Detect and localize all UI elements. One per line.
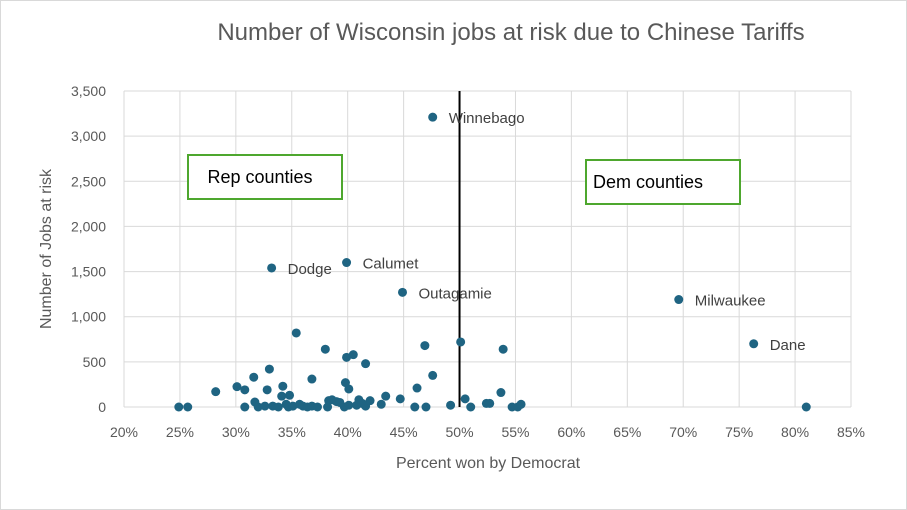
x-tick-label: 75% xyxy=(725,424,753,440)
x-tick-label: 55% xyxy=(501,424,529,440)
data-point xyxy=(262,385,272,395)
gridlines xyxy=(123,90,852,408)
data-point xyxy=(395,394,405,404)
data-point xyxy=(376,399,386,409)
data-point xyxy=(485,398,495,408)
x-axis-title: Percent won by Democrat xyxy=(396,455,581,472)
x-tick-label: 45% xyxy=(390,424,418,440)
point-labels: Winnebago Calumet Dodge Outagamie Milwaukee D… xyxy=(288,110,806,354)
x-tick-label: 25% xyxy=(166,424,194,440)
data-point xyxy=(273,402,283,412)
data-point xyxy=(232,382,242,392)
y-tick-label: 3,500 xyxy=(71,83,106,99)
data-point xyxy=(446,400,456,410)
y-tick-label: 1,500 xyxy=(71,264,106,280)
data-point xyxy=(312,402,322,412)
data-point xyxy=(264,364,274,374)
data-point-outagamie xyxy=(397,287,407,297)
data-point xyxy=(410,402,420,412)
data-point-winnebago xyxy=(428,112,438,122)
x-tick-label: 20% xyxy=(110,424,138,440)
data-point xyxy=(801,402,811,412)
data-point xyxy=(211,387,221,397)
data-point xyxy=(174,402,184,412)
point-label-dodge: Dodge xyxy=(288,261,332,278)
x-tick-label: 40% xyxy=(334,424,362,440)
x-tick-label: 30% xyxy=(222,424,250,440)
data-point-calumet xyxy=(342,258,352,268)
data-point xyxy=(381,391,391,401)
tick-labels: 0 500 1,000 1,500 2,000 2,500 3,000 3,500 20% 25%… xyxy=(71,83,865,440)
data-point xyxy=(249,372,259,382)
point-label-calumet: Calumet xyxy=(363,256,420,273)
x-tick-label: 60% xyxy=(557,424,585,440)
y-tick-label: 2,000 xyxy=(71,218,106,234)
y-axis-title: Number of Jobs at risk xyxy=(38,168,55,329)
data-point xyxy=(460,394,470,404)
data-point xyxy=(348,350,358,360)
point-label-dane: Dane xyxy=(770,337,806,354)
point-label-winnebago: Winnebago xyxy=(449,110,525,127)
x-tick-label: 50% xyxy=(446,424,474,440)
data-point xyxy=(456,337,466,347)
data-point-dodge xyxy=(267,263,277,273)
data-point-milwaukee xyxy=(674,295,684,305)
data-point xyxy=(466,402,476,412)
point-label-outagamie: Outagamie xyxy=(418,285,491,302)
dem-counties-box: Dem counties xyxy=(585,159,741,205)
rep-counties-label: Rep counties xyxy=(207,167,312,187)
data-point xyxy=(278,381,288,391)
y-tick-label: 0 xyxy=(98,399,106,415)
data-point xyxy=(421,402,431,412)
data-point xyxy=(260,401,270,411)
data-point xyxy=(516,399,526,409)
data-point xyxy=(277,391,287,401)
data-point xyxy=(307,374,317,384)
data-point xyxy=(344,384,354,394)
x-tick-label: 65% xyxy=(613,424,641,440)
chart-title: Number of Wisconsin jobs at risk due to … xyxy=(217,19,804,46)
data-point xyxy=(365,396,375,406)
y-tick-label: 3,000 xyxy=(71,128,106,144)
data-point xyxy=(183,402,193,412)
data-point xyxy=(240,385,250,395)
point-label-milwaukee: Milwaukee xyxy=(695,293,766,310)
y-tick-label: 500 xyxy=(83,354,107,370)
data-point xyxy=(428,370,438,380)
dem-counties-label: Dem counties xyxy=(593,172,703,192)
data-point xyxy=(320,344,330,354)
data-point xyxy=(361,359,371,369)
x-tick-label: 70% xyxy=(669,424,697,440)
data-point xyxy=(240,402,250,412)
data-point xyxy=(498,344,508,354)
data-point xyxy=(496,388,506,398)
rep-counties-box: Rep counties xyxy=(187,154,343,200)
data-points xyxy=(174,112,811,412)
x-tick-label: 85% xyxy=(837,424,865,440)
data-point xyxy=(420,341,430,351)
data-point xyxy=(412,383,422,393)
data-point xyxy=(285,390,295,400)
data-point xyxy=(291,328,301,338)
data-point xyxy=(253,402,263,412)
y-tick-label: 1,000 xyxy=(71,309,106,325)
y-tick-label: 2,500 xyxy=(71,173,106,189)
x-tick-label: 80% xyxy=(781,424,809,440)
data-point xyxy=(344,400,354,410)
x-tick-label: 35% xyxy=(278,424,306,440)
data-point-dane xyxy=(749,339,759,349)
